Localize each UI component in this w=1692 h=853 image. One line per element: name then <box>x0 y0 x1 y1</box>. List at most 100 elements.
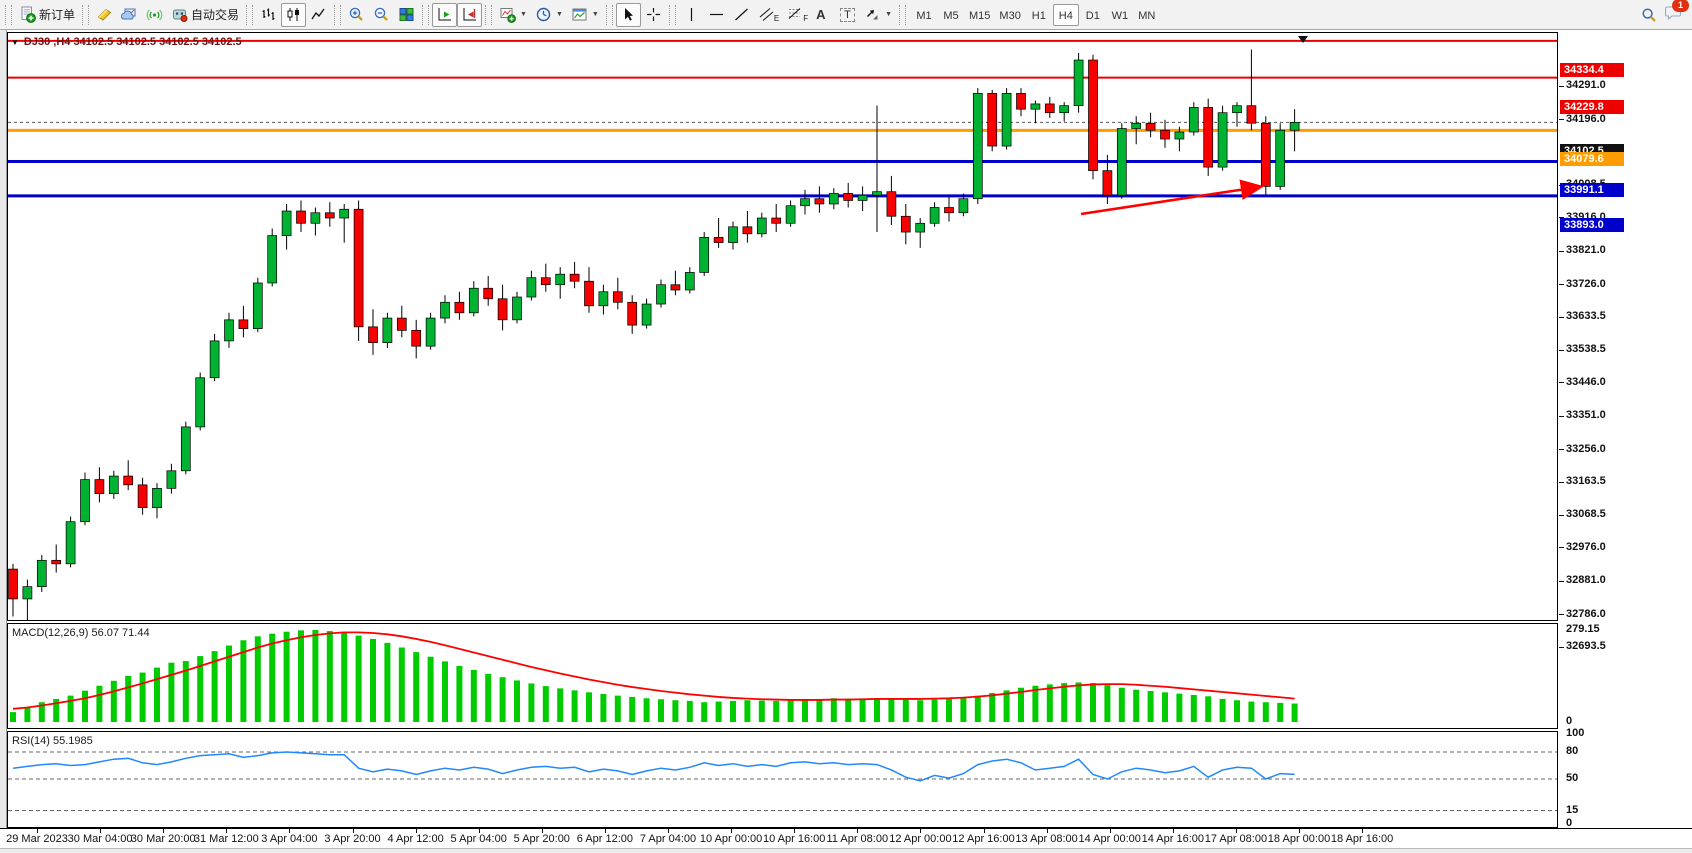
bear-candle <box>742 226 753 235</box>
charts-cloud-button[interactable] <box>117 3 142 27</box>
macd-bar <box>557 688 564 722</box>
timeframe-button-m30[interactable]: M30 <box>995 4 1024 26</box>
crosshair-button[interactable] <box>641 3 666 27</box>
macd-bar <box>874 698 880 722</box>
macd-bar <box>67 695 74 722</box>
macd-bar <box>1090 683 1096 722</box>
timeframe-button-h4[interactable]: H4 <box>1052 3 1079 26</box>
periods-button[interactable]: ▼ <box>531 3 567 27</box>
chat-button[interactable]: 1 <box>1665 0 1689 25</box>
bar-chart-button[interactable] <box>256 3 281 27</box>
time-tick-mark <box>226 829 228 833</box>
bear-candle <box>8 568 18 600</box>
signals-button[interactable] <box>142 3 167 27</box>
price-axis[interactable]: 34291.034196.034008.533916.033821.033726… <box>1558 30 1692 829</box>
chart-shift-icon <box>463 8 477 21</box>
rsi-canvas[interactable] <box>8 732 1557 827</box>
cursor-button[interactable] <box>615 2 641 27</box>
line-chart-button[interactable] <box>306 3 331 27</box>
candlestick-chart-button[interactable] <box>281 2 307 27</box>
bull-candle <box>80 479 90 523</box>
macd-bar <box>658 699 664 722</box>
chart-window[interactable]: ▼ DJ30 ,H4 34102.5 34102.5 34102.5 34102… <box>0 30 1692 853</box>
left-edge-strip <box>0 30 7 853</box>
toolbar-grip[interactable] <box>668 4 676 25</box>
bull-candle <box>512 296 522 321</box>
time-label: 17 Apr 08:00 <box>1204 833 1268 845</box>
macd-bar <box>802 699 808 722</box>
timeframe-button-h1[interactable]: H1 <box>1026 4 1052 26</box>
time-tick-mark <box>352 829 354 833</box>
macd-canvas[interactable] <box>8 624 1557 728</box>
zoom-in-button[interactable] <box>344 3 369 27</box>
macd-bar <box>370 638 376 722</box>
arrows-button[interactable]: ▼ <box>860 3 896 27</box>
search-icon[interactable] <box>1641 7 1657 23</box>
scroll-to-end-marker[interactable] <box>1298 36 1308 43</box>
price-tick-label: 34291.0 <box>1566 79 1606 92</box>
auto-scroll-button[interactable] <box>432 2 458 27</box>
toolbar-grip[interactable] <box>899 4 907 25</box>
chart-shift-button[interactable] <box>457 2 483 27</box>
channel-suffix-label: E <box>773 14 780 23</box>
bull-candle <box>382 317 393 343</box>
timeframe-button-m15[interactable]: M15 <box>965 4 994 26</box>
bull-candle <box>1131 122 1142 129</box>
macd-bar <box>528 683 535 722</box>
trend-line-button[interactable] <box>729 3 754 27</box>
bear-candle <box>612 291 623 303</box>
toolbar-grip[interactable] <box>605 4 613 25</box>
timeframe-button-m1[interactable]: M1 <box>911 4 937 26</box>
toolbar-grip[interactable] <box>246 4 254 25</box>
auto-scroll-icon <box>438 8 452 21</box>
one-click-trading-toggle[interactable]: ▼ <box>11 37 19 47</box>
time-axis[interactable]: 29 Mar 2023 30 Mar 04:00 30 Mar 20:00 31 Ma… <box>0 828 1692 849</box>
annotation-arrow[interactable] <box>1080 179 1265 216</box>
bull-candle <box>526 277 537 298</box>
price-tick-label: 33821.0 <box>1566 244 1606 257</box>
macd-bar <box>125 675 132 722</box>
rsi-axis-label: 0 <box>1566 817 1573 829</box>
price-tick-label: 33163.5 <box>1566 475 1606 487</box>
macd-bar <box>1277 702 1284 722</box>
equidistant-channel-button[interactable]: E <box>754 3 783 27</box>
bull-candle <box>872 191 882 196</box>
macd-bar <box>139 672 146 722</box>
new-order-button[interactable]: 新订单 <box>15 3 79 27</box>
rsi-panel[interactable]: RSI(14) 55.1985 <box>7 731 1558 828</box>
macd-bar <box>614 695 621 722</box>
price-chart-panel[interactable]: ▼ DJ30 ,H4 34102.5 34102.5 34102.5 34102… <box>7 32 1558 621</box>
toolbar-grip[interactable] <box>5 4 12 25</box>
macd-panel[interactable]: MACD(12,26,9) 56.07 71.44 <box>7 623 1558 729</box>
macd-bar <box>470 669 477 722</box>
toolbar-grip[interactable] <box>334 4 342 25</box>
time-tick-mark <box>541 829 543 833</box>
bull-candle <box>468 287 479 314</box>
text-button[interactable]: A <box>812 3 836 27</box>
gold-button[interactable] <box>92 3 117 27</box>
timeframe-button-mn[interactable]: MN <box>1134 4 1160 26</box>
vertical-line-button[interactable] <box>679 3 704 27</box>
indicators-button[interactable]: ▼ <box>495 3 531 27</box>
toolbar-grip[interactable] <box>485 4 493 25</box>
timeframe-button-w1[interactable]: W1 <box>1107 4 1133 26</box>
tile-windows-button[interactable] <box>394 3 419 27</box>
timeframe-button-d1[interactable]: D1 <box>1080 4 1106 26</box>
toolbar-grip[interactable] <box>82 4 90 25</box>
line-chart-icon <box>311 8 325 20</box>
price-chart-canvas[interactable] <box>8 33 1557 620</box>
autotrading-button[interactable]: 自动交易 <box>167 3 243 27</box>
horizontal-line-button[interactable] <box>704 3 729 27</box>
templates-button[interactable]: ▼ <box>567 3 603 27</box>
time-tick-mark <box>100 829 102 833</box>
price-tick-mark <box>1559 614 1564 616</box>
toolbar-grip[interactable] <box>422 4 430 25</box>
fibonacci-button[interactable]: F <box>783 3 812 27</box>
zoom-out-button[interactable] <box>369 3 394 27</box>
bear-candle <box>296 210 306 224</box>
macd-bar <box>326 631 333 722</box>
timeframe-button-m5[interactable]: M5 <box>938 4 964 26</box>
bear-candle <box>1160 129 1170 140</box>
time-tick-mark <box>1299 829 1300 833</box>
text-label-button[interactable]: T <box>836 3 860 27</box>
